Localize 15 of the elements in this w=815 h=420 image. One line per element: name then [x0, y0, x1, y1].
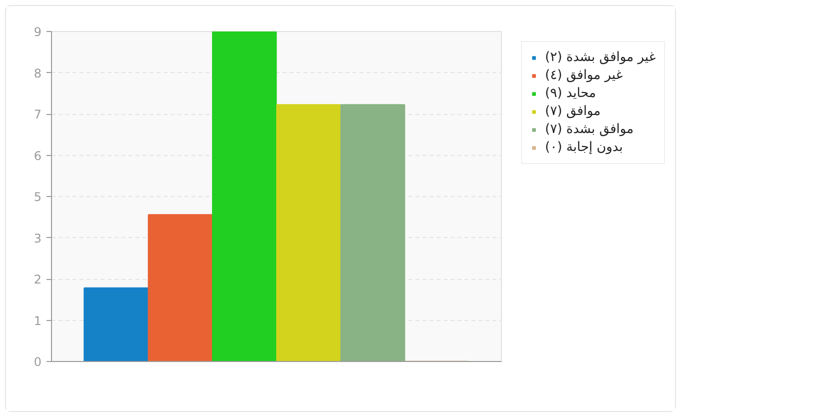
- legend-label: موافق بشدة (٧): [545, 122, 634, 137]
- y-tick-label: 3: [34, 231, 42, 246]
- legend-label: غير موافق (٤): [545, 68, 623, 83]
- y-tick-label: 1: [34, 314, 42, 328]
- y-tick-label: 8: [34, 66, 42, 80]
- legend-label: غير موافق بشدة (٢): [545, 50, 656, 65]
- y-tick-label: 2: [34, 272, 42, 286]
- y-tick-label: 9: [34, 25, 42, 39]
- legend-label: موافق (٧): [545, 104, 601, 119]
- y-tick-label: 5: [34, 190, 42, 204]
- y-tick-label: 0: [34, 355, 42, 369]
- legend-label: بدون إجابة (٠): [545, 140, 623, 155]
- y-tick-label: 7: [34, 108, 42, 122]
- legend-label: محايد (٩): [545, 86, 596, 101]
- y-tick-label: 6: [34, 148, 42, 163]
